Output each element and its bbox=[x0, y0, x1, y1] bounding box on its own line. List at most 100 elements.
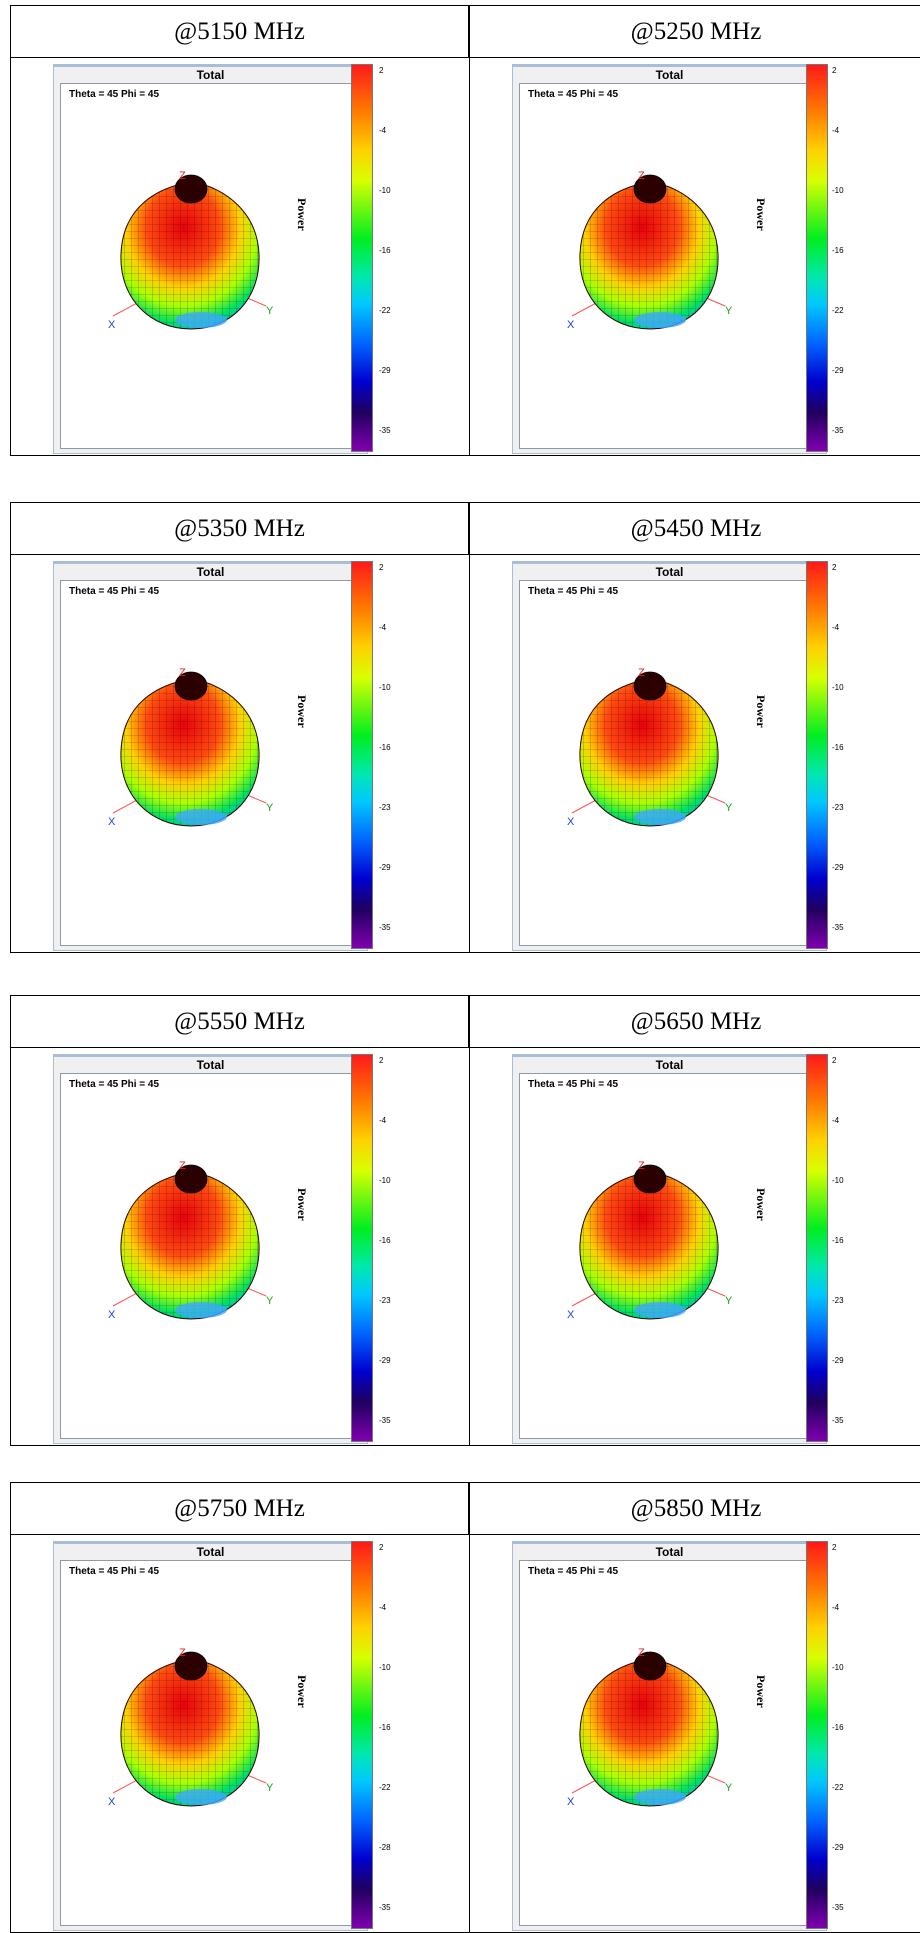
z-axis-label: Z bbox=[179, 1160, 186, 1172]
x-axis-label: X bbox=[108, 1796, 116, 1808]
colorbar-tick-label: -4 bbox=[379, 1116, 387, 1125]
plot-window: Total Theta = 45 Phi = 45 Z X Y bbox=[53, 1541, 368, 1931]
pattern-cell-left: Total Theta = 45 Phi = 45 Z X Y Power 2 -4 -10 -1… bbox=[11, 1535, 469, 1932]
colorbar-tick-label: -29 bbox=[832, 1356, 844, 1365]
plot-area: Theta = 45 Phi = 45 Z X Y bbox=[60, 83, 355, 449]
view-angle-label: Theta = 45 Phi = 45 bbox=[69, 1079, 160, 1090]
plot-area: Theta = 45 Phi = 45 Z X Y bbox=[60, 580, 355, 946]
y-axis-label: Y bbox=[266, 1782, 274, 1794]
colorbar-tick-label: -22 bbox=[379, 306, 391, 315]
colorbar-tick-label: -35 bbox=[832, 923, 844, 932]
plot-window-title: Total bbox=[196, 1545, 225, 1559]
pattern-cap bbox=[174, 174, 208, 204]
frequency-header-right: @5250 MHz bbox=[469, 6, 920, 58]
plot-area: Theta = 45 Phi = 45 Z X Y bbox=[60, 1073, 355, 1439]
plot-window: Total Theta = 45 Phi = 45 Z X Y bbox=[53, 1054, 368, 1444]
y-axis-label: Y bbox=[725, 1782, 733, 1794]
pattern-cap bbox=[633, 1164, 667, 1194]
colorbar-tick-label: 2 bbox=[379, 1543, 384, 1552]
radiation-pattern-3d: Z X Y bbox=[567, 1647, 733, 1808]
colorbar-tick-label: -35 bbox=[379, 1416, 391, 1425]
colorbar-tick-label: -16 bbox=[832, 1236, 844, 1245]
power-colorbar bbox=[806, 561, 828, 949]
plot-window-title: Total bbox=[196, 565, 225, 579]
x-axis-label: X bbox=[567, 1309, 575, 1321]
pattern-mesh bbox=[120, 184, 260, 329]
pattern-low-region bbox=[175, 312, 227, 328]
colorbar-tick-label: -16 bbox=[379, 1236, 391, 1245]
colorbar-tick-label: -22 bbox=[379, 1783, 391, 1792]
y-axis-label: Y bbox=[725, 802, 733, 814]
colorbar-tick-label: -35 bbox=[379, 1903, 391, 1912]
frequency-header-left: @5750 MHz bbox=[11, 1483, 469, 1535]
plot-area: Theta = 45 Phi = 45 Z X Y bbox=[519, 1560, 814, 1926]
table-divider bbox=[469, 503, 470, 952]
x-axis-label: X bbox=[567, 816, 575, 828]
plot-window: Total Theta = 45 Phi = 45 Z X Y bbox=[512, 1541, 827, 1931]
z-axis-label: Z bbox=[179, 667, 186, 679]
colorbar-tick-label: -16 bbox=[379, 1723, 391, 1732]
plot-window: Total Theta = 45 Phi = 45 Z X Y bbox=[53, 64, 368, 454]
colorbar-tick-label: -10 bbox=[832, 683, 844, 692]
pattern-cell-left: Total Theta = 45 Phi = 45 Z X Y Power 2 -4 -10 -1… bbox=[11, 1048, 469, 1445]
frequency-header-left: @5150 MHz bbox=[11, 6, 469, 58]
view-angle-label: Theta = 45 Phi = 45 bbox=[528, 89, 619, 100]
colorbar-tick-label: 2 bbox=[379, 66, 384, 75]
radiation-pattern-3d: Z X Y bbox=[108, 667, 274, 828]
pattern-cell-left: Total Theta = 45 Phi = 45 Z X Y Power 2 -4 -10 -1… bbox=[11, 58, 469, 455]
colorbar-tick-label: -10 bbox=[832, 1176, 844, 1185]
colorbar-tick-label: 2 bbox=[379, 1056, 384, 1065]
z-axis-label: Z bbox=[638, 667, 645, 679]
plot-area: Theta = 45 Phi = 45 Z X Y bbox=[519, 580, 814, 946]
plot-window-title: Total bbox=[655, 1545, 684, 1559]
power-colorbar bbox=[351, 1541, 373, 1929]
frequency-header-right: @5450 MHz bbox=[469, 503, 920, 555]
frequency-table: @5350 MHz @5450 MHz Total Theta = 45 Phi = … bbox=[10, 502, 920, 953]
colorbar-label: Power bbox=[754, 1675, 768, 1708]
pattern-mesh bbox=[120, 681, 260, 826]
pattern-mesh bbox=[579, 1661, 719, 1806]
frequency-table: @5750 MHz @5850 MHz Total Theta = 45 Phi = … bbox=[10, 1482, 920, 1933]
colorbar-label: Power bbox=[295, 198, 309, 231]
radiation-pattern-3d: Z X Y bbox=[567, 667, 733, 828]
pattern-cell-right: Total Theta = 45 Phi = 45 Z X Y Power 2 -4 -10 -1… bbox=[470, 58, 920, 455]
power-colorbar bbox=[806, 64, 828, 452]
pattern-low-region bbox=[175, 1789, 227, 1805]
colorbar-tick-label: -4 bbox=[832, 1116, 840, 1125]
view-angle-label: Theta = 45 Phi = 45 bbox=[69, 586, 160, 597]
plot-area: Theta = 45 Phi = 45 Z X Y bbox=[519, 1073, 814, 1439]
colorbar-tick-label: -16 bbox=[832, 1723, 844, 1732]
radiation-pattern-3d: Z X Y bbox=[108, 1647, 274, 1808]
table-divider bbox=[469, 6, 470, 455]
table-divider bbox=[469, 996, 470, 1445]
colorbar-tick-label: -16 bbox=[379, 246, 391, 255]
colorbar-tick-label: -23 bbox=[379, 1296, 391, 1305]
power-colorbar bbox=[351, 1054, 373, 1442]
colorbar-tick-label: -10 bbox=[379, 1663, 391, 1672]
x-axis-label: X bbox=[108, 319, 116, 331]
pattern-cell-right: Total Theta = 45 Phi = 45 Z X Y Power 2 -4 -10 -1… bbox=[470, 1535, 920, 1932]
colorbar-tick-label: -29 bbox=[832, 366, 844, 375]
plot-window-title: Total bbox=[655, 565, 684, 579]
frequency-header-right: @5850 MHz bbox=[469, 1483, 920, 1535]
colorbar-tick-label: -4 bbox=[832, 623, 840, 632]
colorbar-tick-label: -35 bbox=[832, 426, 844, 435]
z-axis-label: Z bbox=[638, 170, 645, 182]
colorbar-tick-label: -10 bbox=[832, 186, 844, 195]
pattern-cap bbox=[633, 174, 667, 204]
colorbar-tick-label: -22 bbox=[832, 306, 844, 315]
pattern-mesh bbox=[120, 1661, 260, 1806]
colorbar-tick-label: -28 bbox=[379, 1843, 391, 1852]
z-axis-label: Z bbox=[638, 1160, 645, 1172]
radiation-pattern-3d: Z X Y bbox=[108, 170, 274, 331]
colorbar-tick-label: -10 bbox=[379, 1176, 391, 1185]
colorbar-label: Power bbox=[295, 1188, 309, 1221]
pattern-cap bbox=[174, 1164, 208, 1194]
view-angle-label: Theta = 45 Phi = 45 bbox=[528, 1079, 619, 1090]
plot-window-title: Total bbox=[655, 1058, 684, 1072]
colorbar-tick-label: -16 bbox=[832, 743, 844, 752]
x-axis-label: X bbox=[567, 319, 575, 331]
colorbar-tick-label: 2 bbox=[832, 66, 837, 75]
colorbar-tick-label: -4 bbox=[832, 1603, 840, 1612]
frequency-header-right: @5650 MHz bbox=[469, 996, 920, 1048]
